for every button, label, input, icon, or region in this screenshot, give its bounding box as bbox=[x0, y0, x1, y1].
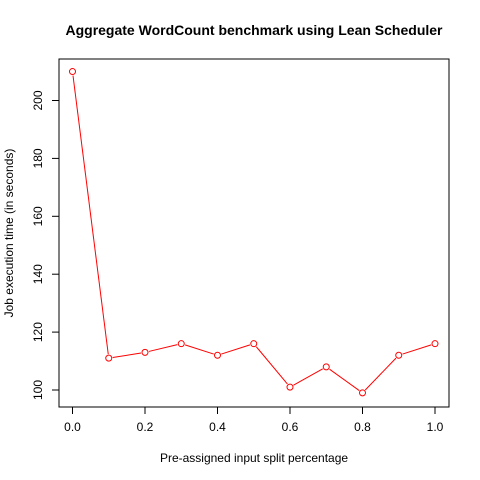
x-tick-label: 0.6 bbox=[282, 420, 299, 434]
series-line-segment bbox=[364, 357, 397, 391]
data-point bbox=[395, 351, 403, 359]
series-line-segment bbox=[184, 344, 214, 355]
series-line-segment bbox=[402, 344, 432, 355]
series-line-segment bbox=[221, 344, 251, 355]
x-tick-label: 1.0 bbox=[427, 420, 444, 434]
data-point bbox=[322, 363, 330, 371]
series-line-segment bbox=[148, 344, 178, 352]
series-line-segment bbox=[72, 75, 109, 355]
data-point bbox=[69, 68, 76, 76]
x-tick-label: 0.2 bbox=[137, 420, 154, 434]
chart-title: Aggregate WordCount benchmark using Lean… bbox=[65, 22, 443, 38]
data-point bbox=[214, 351, 221, 359]
series-layer bbox=[69, 68, 439, 397]
data-point bbox=[141, 348, 149, 356]
y-tick-label: 140 bbox=[31, 264, 45, 284]
series-line-segment bbox=[112, 352, 142, 359]
data-point bbox=[286, 383, 294, 391]
y-tick-label: 120 bbox=[31, 322, 45, 342]
x-tick-label: 0.8 bbox=[354, 420, 371, 434]
x-axis-label: Pre-assigned input split percentage bbox=[160, 451, 348, 465]
y-axis-label: Job execution time (in seconds) bbox=[2, 149, 16, 318]
series-line-segment bbox=[329, 368, 360, 391]
series-line-segment bbox=[255, 346, 288, 385]
y-tick-label: 200 bbox=[31, 90, 45, 110]
x-axis: 0.0 0.2 0.4 0.6 0.8 1.0 bbox=[64, 406, 444, 434]
y-axis: 100 120 140 160 180 200 bbox=[31, 90, 60, 400]
data-point bbox=[359, 389, 366, 397]
y-tick-label: 180 bbox=[31, 148, 45, 168]
data-point bbox=[250, 340, 258, 348]
y-tick-label: 100 bbox=[31, 380, 45, 400]
x-tick-label: 0.4 bbox=[209, 420, 226, 434]
x-tick-label: 0.0 bbox=[64, 420, 81, 434]
y-tick-label: 160 bbox=[31, 206, 45, 226]
data-point bbox=[177, 340, 185, 348]
data-point bbox=[105, 354, 113, 362]
series-line-segment bbox=[293, 368, 324, 386]
data-point bbox=[431, 340, 439, 348]
